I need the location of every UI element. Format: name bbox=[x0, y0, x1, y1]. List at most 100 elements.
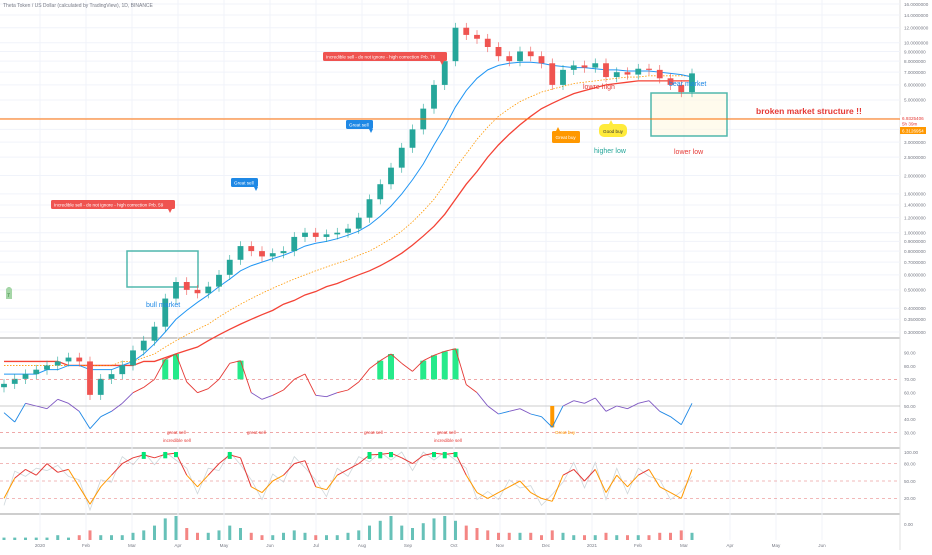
stochastic-peak-marker bbox=[163, 452, 168, 459]
rsi-segment bbox=[197, 388, 209, 394]
rsi-segment bbox=[25, 402, 37, 407]
candle-body bbox=[646, 68, 652, 70]
candle-body bbox=[11, 378, 18, 384]
stochastic-k-segment bbox=[616, 474, 628, 488]
stochastic-k-segment bbox=[315, 486, 327, 491]
svg-text:Great sell: Great sell bbox=[349, 123, 369, 128]
candle-body bbox=[624, 72, 631, 75]
stoch-axis-tick: 20.00 bbox=[904, 496, 916, 501]
rsi-segment bbox=[412, 360, 424, 372]
candle-body bbox=[656, 69, 663, 79]
volume-bar bbox=[260, 535, 264, 540]
stochastic-k-segment bbox=[294, 460, 306, 465]
stochastic-peak-marker bbox=[389, 452, 393, 458]
rsi-label-incredible-sell-1: incredible sell bbox=[163, 438, 191, 443]
volume-bar bbox=[647, 535, 651, 540]
price-axis-tick: 12.0000000 bbox=[904, 26, 929, 31]
svg-text:6.3126954: 6.3126954 bbox=[902, 129, 924, 134]
volume-bar bbox=[335, 535, 339, 540]
rsi-segment bbox=[326, 392, 338, 398]
stochastic-peak-marker bbox=[432, 452, 436, 458]
time-axis[interactable]: 2020 Feb Mar Apr May Jun Jul Aug Sep Oct Nov Dec 202… bbox=[35, 543, 826, 548]
candle-body bbox=[474, 34, 480, 39]
ma-price-tag: 6.3126954 bbox=[900, 127, 926, 134]
stochastic-k-segment bbox=[541, 497, 553, 502]
time-axis-tick: Mar bbox=[128, 543, 136, 548]
candle-body bbox=[398, 147, 405, 168]
stochastic-k-segment bbox=[272, 474, 284, 482]
candle-body bbox=[495, 46, 502, 57]
candle-body bbox=[302, 232, 308, 237]
svg-text:Great sell: Great sell bbox=[234, 181, 254, 186]
candle-body bbox=[678, 84, 685, 93]
candle-body bbox=[237, 246, 244, 260]
time-axis-tick: 2020 bbox=[35, 543, 46, 548]
volume-bar bbox=[303, 532, 307, 540]
stochastic-k-segment bbox=[14, 469, 26, 479]
stochastic-peak-marker bbox=[453, 452, 458, 458]
rsi-segment bbox=[347, 381, 360, 391]
rsi-segment bbox=[594, 397, 607, 412]
volume-bar bbox=[604, 532, 608, 540]
rsi-oversold-fill bbox=[550, 406, 555, 428]
volume-bar bbox=[421, 523, 425, 540]
volume-bar bbox=[34, 537, 38, 540]
price-axis-tick: 16.0000000 bbox=[904, 2, 929, 7]
candle-body bbox=[527, 51, 534, 57]
rsi-segment bbox=[154, 359, 166, 380]
great-buy-label: Great buy bbox=[552, 127, 580, 143]
candles bbox=[1, 22, 695, 400]
price-axis-tick: 0.3500000 bbox=[904, 317, 926, 322]
rsi-segment bbox=[519, 408, 531, 415]
rsi-segment bbox=[229, 360, 241, 364]
volume-bar bbox=[518, 532, 522, 540]
candle-body bbox=[377, 184, 384, 200]
candle-body bbox=[581, 65, 588, 68]
lower-low-text: lower low bbox=[674, 149, 704, 156]
volume-bar bbox=[249, 532, 253, 540]
stochastic-k-segment bbox=[111, 463, 123, 476]
stoch-axis-tick: 80.00 bbox=[904, 461, 916, 466]
price-axis-tick: 6.0000000 bbox=[904, 83, 926, 88]
candle-body bbox=[108, 374, 115, 379]
candle-body bbox=[409, 129, 416, 148]
great-sell-label-1: Great sell bbox=[231, 178, 258, 191]
price-axis-tick: 7.0000000 bbox=[904, 70, 926, 75]
rsi-segment bbox=[3, 412, 16, 423]
rsi-label-great-sell-3: great sell bbox=[364, 430, 383, 435]
stochastic-k-segment bbox=[326, 474, 338, 490]
time-axis-tick: May bbox=[772, 543, 781, 548]
price-axis-tick: 1.0000000 bbox=[904, 230, 926, 235]
rsi-segment bbox=[186, 381, 198, 393]
rsi-segment bbox=[358, 368, 370, 383]
rsi-overbought-fill bbox=[420, 360, 427, 380]
candle-body bbox=[280, 251, 287, 254]
volume-bar bbox=[615, 535, 619, 540]
candle-body bbox=[334, 232, 341, 235]
candle-body bbox=[130, 350, 136, 366]
time-axis-tick: Oct bbox=[450, 543, 458, 548]
stochastic-k-segment bbox=[207, 463, 220, 476]
volume-bar bbox=[163, 518, 167, 540]
time-axis-tick: Apr bbox=[174, 543, 182, 548]
rsi-label-great-sell-1: great sell bbox=[167, 430, 186, 435]
stochastic-k-segment bbox=[627, 474, 639, 488]
rsi-axis-tick: 50.00 bbox=[904, 404, 916, 409]
rsi-segment bbox=[57, 398, 69, 404]
volume-bar bbox=[24, 537, 27, 540]
volume-bar bbox=[669, 532, 672, 540]
volume-bar bbox=[454, 520, 457, 540]
rsi-segment bbox=[616, 405, 628, 410]
price-axis-tick: 0.6000000 bbox=[904, 273, 926, 278]
volume-bar bbox=[99, 535, 103, 540]
volume-bar bbox=[185, 528, 189, 540]
moving-average-slow bbox=[4, 80, 692, 367]
candle-body bbox=[667, 78, 674, 85]
rsi-segment bbox=[304, 373, 317, 396]
rsi-segment bbox=[476, 392, 489, 407]
rsi-segment bbox=[111, 402, 123, 412]
time-axis-tick: Apr bbox=[726, 543, 734, 548]
candle-body bbox=[291, 236, 298, 252]
price-axis-tick: 0.7000000 bbox=[904, 260, 926, 265]
